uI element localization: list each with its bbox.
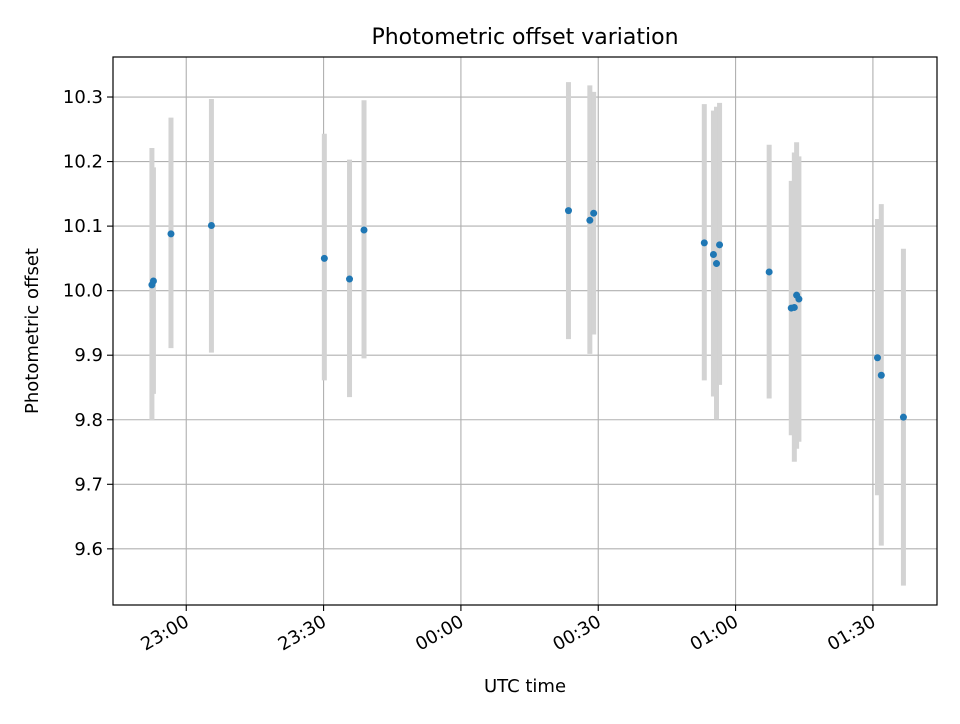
y-tick-label: 9.7	[74, 474, 103, 495]
y-tick-label: 10.2	[63, 152, 103, 173]
plot-frame	[112, 56, 938, 606]
data-point	[877, 371, 885, 379]
data-point	[346, 275, 354, 283]
y-tick-label: 10.1	[63, 216, 103, 237]
data-point	[765, 268, 773, 276]
data-point	[590, 209, 598, 217]
data-point	[700, 239, 708, 247]
y-tick-label: 10.0	[63, 281, 103, 302]
y-tick-layer: 9.6 9.7 9.8 9.9 10.0 10.1 10.2 10.3	[63, 87, 113, 560]
data-point	[564, 207, 572, 215]
chart-title: Photometric offset variation	[371, 25, 678, 50]
y-tick-label: 10.3	[63, 87, 103, 108]
data-point	[873, 354, 881, 362]
data-point	[360, 226, 368, 234]
data-point	[790, 303, 798, 311]
data-point	[709, 251, 717, 259]
data-point	[149, 277, 157, 285]
data-point	[899, 413, 907, 421]
data-point	[713, 260, 721, 268]
x-axis-label: UTC time	[484, 676, 566, 697]
y-tick-label: 9.9	[74, 345, 103, 366]
data-point	[167, 230, 175, 238]
y-axis-label: Photometric offset	[22, 248, 43, 414]
y-tick-label: 9.6	[74, 539, 103, 560]
point-layer	[148, 207, 907, 421]
data-point	[716, 241, 724, 249]
data-point	[207, 221, 215, 229]
y-tick-label: 9.8	[74, 410, 103, 431]
data-point	[795, 295, 803, 303]
data-point	[320, 254, 328, 262]
data-point	[586, 216, 594, 224]
